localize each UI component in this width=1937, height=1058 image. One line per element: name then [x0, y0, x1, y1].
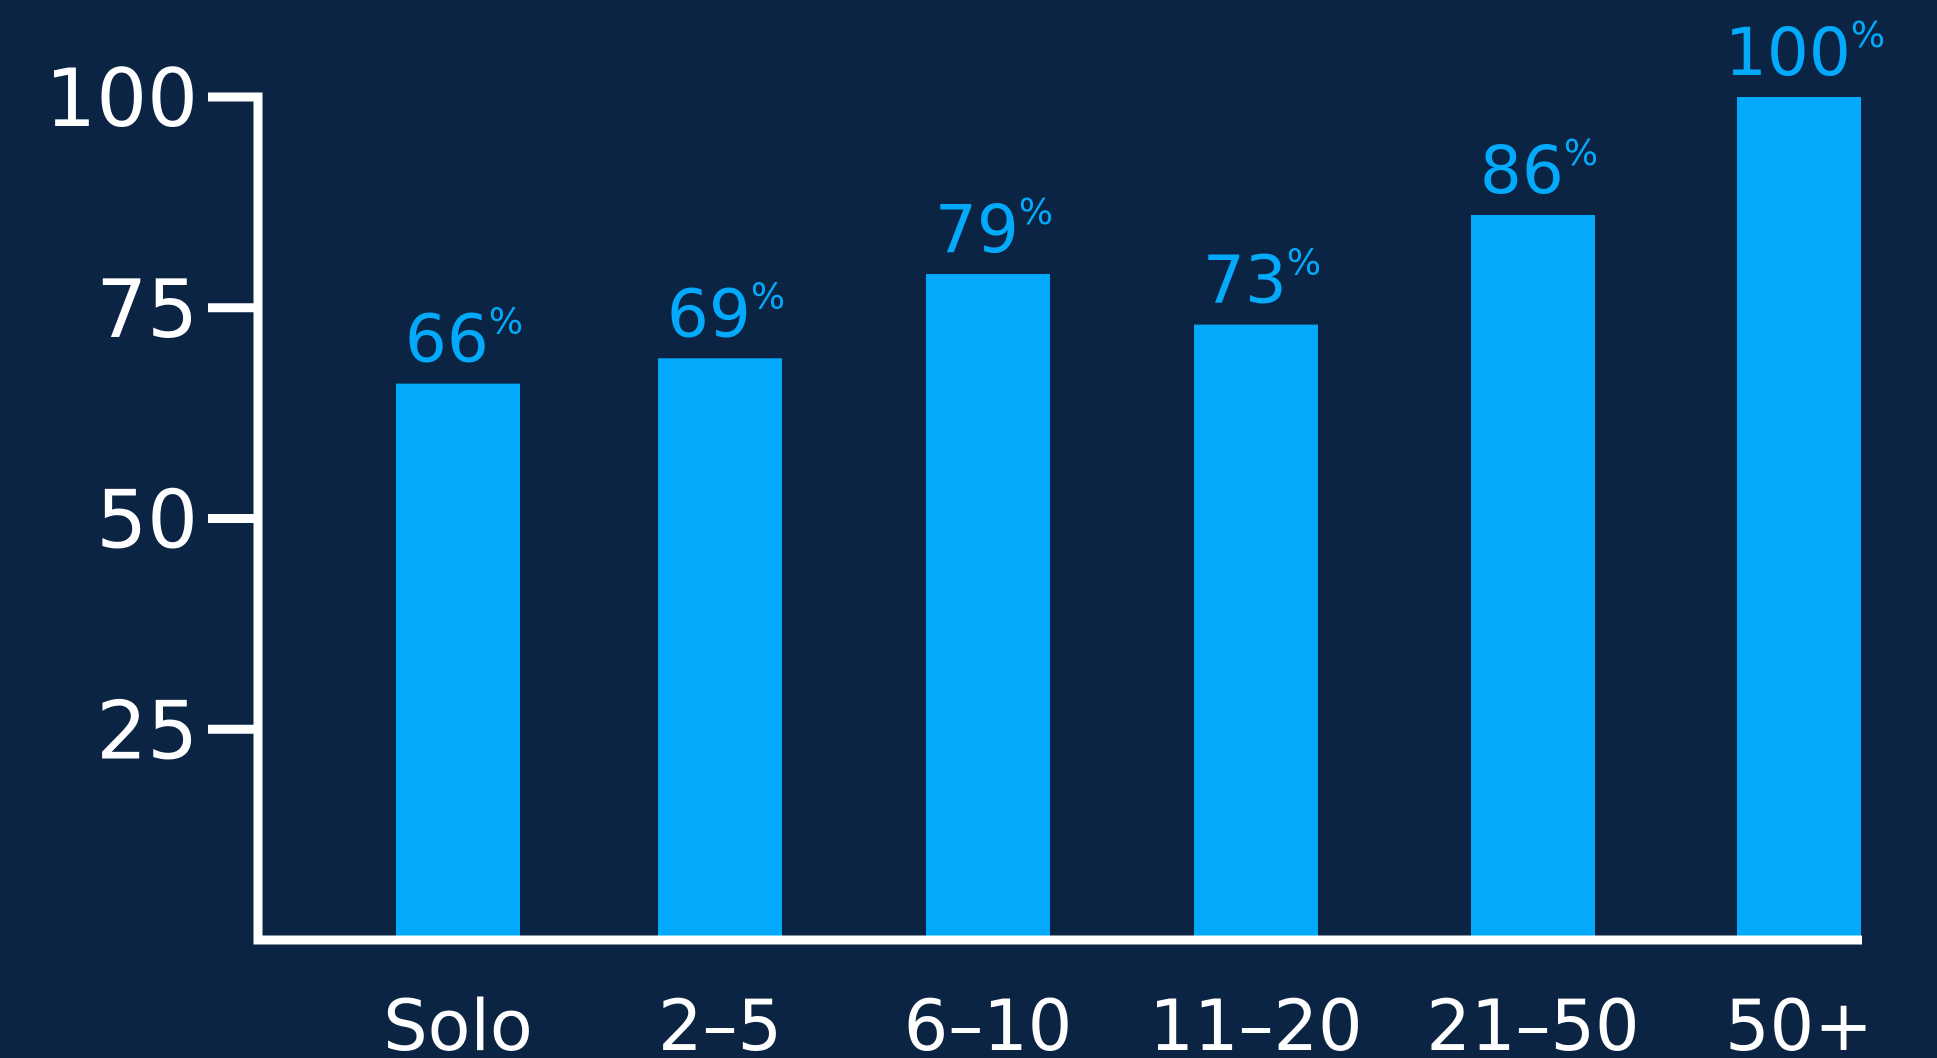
y-tick-label: 50 [96, 474, 198, 567]
bar [1471, 215, 1595, 940]
bar-value-percent-sign: % [1564, 133, 1598, 174]
y-axis-ticks: 25 50 75 100 [45, 52, 258, 777]
bar [926, 274, 1050, 940]
x-tick-label: 50+ [1725, 985, 1873, 1053]
bar-value-percent-sign: % [1019, 192, 1053, 233]
bar-value-percent-sign: % [489, 302, 523, 343]
y-tick-label: 25 [96, 684, 198, 777]
bar [658, 358, 782, 941]
y-tick-label: 100 [45, 52, 198, 145]
x-tick-label: 11–20 [1149, 985, 1362, 1053]
bar-value-percent-sign: % [1287, 243, 1321, 284]
bar-value-percent-sign: % [751, 276, 785, 317]
axes [253, 92, 1862, 945]
bar-value-percent-sign: % [1851, 15, 1885, 56]
x-tick-label: 21–50 [1426, 985, 1639, 1053]
x-tick-label: 2–5 [658, 985, 782, 1053]
x-tick-label: Solo [383, 985, 533, 1053]
y-tick-label: 75 [96, 263, 198, 356]
bar [1737, 97, 1861, 940]
bar [1194, 324, 1318, 940]
bars [396, 97, 1861, 941]
x-axis-labels: Solo 2–5 6–10 11–20 21–50 50+ [383, 985, 1873, 1058]
value-labels: 66% 69%79%73%86%100% [405, 14, 1885, 378]
x-tick-label: 6–10 [904, 985, 1073, 1053]
bar [396, 383, 520, 940]
